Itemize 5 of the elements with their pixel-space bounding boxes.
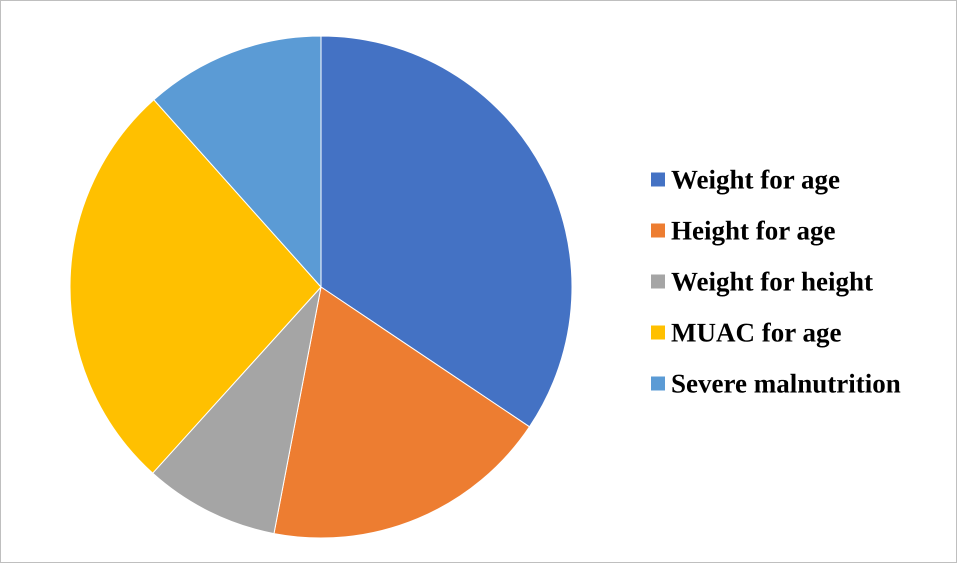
legend-label: Weight for age bbox=[671, 164, 840, 194]
legend-label: Weight for height bbox=[671, 266, 874, 296]
legend-label: Severe malnutrition bbox=[671, 368, 901, 398]
legend-label: MUAC for age bbox=[671, 318, 842, 348]
legend-label: Height for age bbox=[671, 216, 836, 246]
